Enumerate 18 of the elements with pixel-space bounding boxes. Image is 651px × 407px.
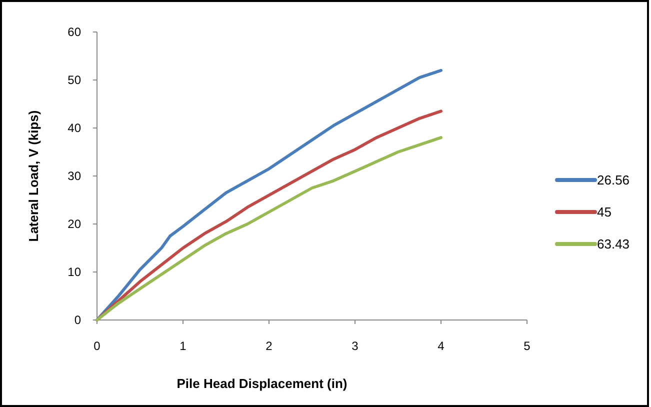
legend-label: 26.56 <box>597 172 630 188</box>
x-tick-label: 5 <box>524 339 531 353</box>
y-tick-label: 30 <box>68 169 82 184</box>
x-axis-title: Pile Head Displacement (in) <box>176 376 348 391</box>
y-tick-label: 40 <box>68 121 82 136</box>
x-tick-label: 0 <box>94 339 101 353</box>
y-tick-label: 60 <box>68 25 82 40</box>
y-tick-label: 10 <box>68 265 82 280</box>
y-tick-label: 0 <box>74 313 82 328</box>
y-tick-label: 20 <box>68 217 82 232</box>
x-tick-label: 4 <box>438 339 445 353</box>
y-axis-title: Lateral Load, V (kips) <box>26 110 41 242</box>
legend-label: 45 <box>597 204 612 220</box>
x-tick-label: 3 <box>352 339 359 353</box>
x-tick-label: 1 <box>180 339 187 353</box>
x-tick-label: 2 <box>266 339 273 353</box>
legend-label: 63.43 <box>597 236 630 252</box>
y-tick-label: 50 <box>68 73 82 88</box>
